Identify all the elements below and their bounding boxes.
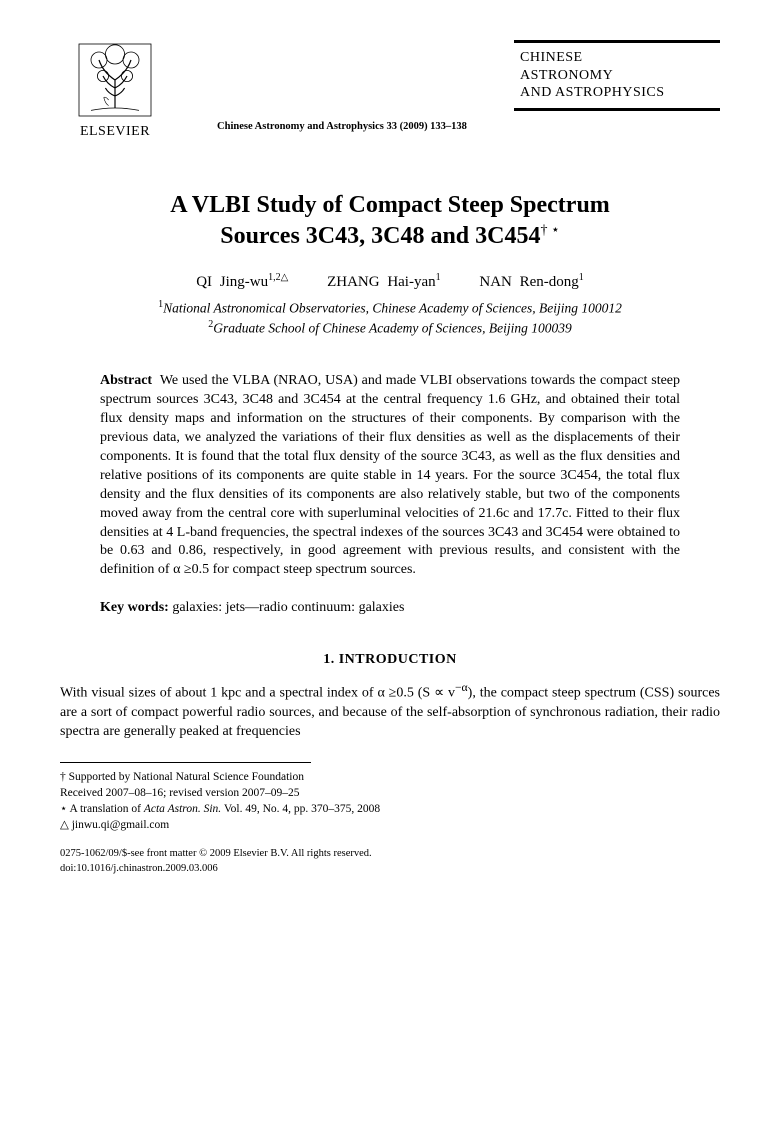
author-list: QI Jing-wu1,2△ ZHANG Hai-yan1 NAN Ren-do… bbox=[60, 272, 720, 291]
publisher-logo-block: ELSEVIER bbox=[60, 40, 170, 140]
fn-italic: Acta Astron. Sin. bbox=[144, 803, 221, 815]
superscript-exponent: −α bbox=[455, 681, 468, 694]
fn-text: ⋆ A translation of bbox=[60, 803, 144, 815]
footnotes-rule bbox=[60, 762, 311, 769]
author-aff-marker: 1 bbox=[436, 272, 441, 283]
footnote: ⋆ A translation of Acta Astron. Sin. Vol… bbox=[72, 801, 720, 817]
publisher-name: ELSEVIER bbox=[80, 124, 150, 140]
title-line-1: A VLBI Study of Compact Steep Spectrum bbox=[170, 192, 610, 218]
page-header: ELSEVIER Chinese Astronomy and Astrophys… bbox=[60, 40, 720, 140]
author: ZHANG Hai-yan1 bbox=[327, 274, 441, 290]
author: QI Jing-wu1,2△ bbox=[196, 274, 288, 290]
author-aff-marker: 1,2△ bbox=[268, 272, 288, 283]
section-heading: 1. INTRODUCTION bbox=[60, 652, 720, 668]
journal-box-line: AND ASTROPHYSICS bbox=[520, 84, 720, 102]
footnote: Received 2007–08–16; revised version 200… bbox=[72, 785, 720, 801]
journal-title-box: CHINESE ASTRONOMY AND ASTROPHYSICS bbox=[514, 40, 720, 111]
title-markers: † ⋆ bbox=[540, 223, 559, 238]
affiliation: 2Graduate School of Chinese Academy of S… bbox=[60, 319, 720, 337]
journal-box-line: CHINESE bbox=[520, 49, 720, 67]
doi-line: doi:10.1016/j.chinastron.2009.03.006 bbox=[60, 862, 720, 877]
keywords-text: galaxies: jets—radio continuum: galaxies bbox=[172, 600, 404, 615]
journal-citation: Chinese Astronomy and Astrophysics 33 (2… bbox=[170, 121, 514, 140]
affil-text: National Astronomical Observatories, Chi… bbox=[163, 301, 622, 316]
author-name: ZHANG Hai-yan bbox=[327, 274, 436, 290]
abstract-block: Abstract We used the VLBA (NRAO, USA) an… bbox=[100, 372, 680, 580]
body-paragraph: With visual sizes of about 1 kpc and a s… bbox=[60, 680, 720, 741]
fn-text: Vol. 49, No. 4, pp. 370–375, 2008 bbox=[221, 803, 380, 815]
author-aff-marker: 1 bbox=[579, 272, 584, 283]
footnote: △ jinwu.qi@gmail.com bbox=[72, 817, 720, 833]
affil-text: Graduate School of Chinese Academy of Sc… bbox=[213, 320, 572, 335]
abstract-label: Abstract bbox=[100, 373, 152, 388]
title-line-2: Sources 3C43, 3C48 and 3C454 bbox=[220, 223, 540, 249]
journal-box-line: ASTRONOMY bbox=[520, 67, 720, 85]
paper-title: A VLBI Study of Compact Steep Spectrum S… bbox=[80, 190, 700, 252]
copyright-line: 0275-1062/09/$-see front matter © 2009 E… bbox=[60, 847, 720, 862]
para-text: With visual sizes of about 1 kpc and a s… bbox=[60, 686, 455, 701]
paper-page: ELSEVIER Chinese Astronomy and Astrophys… bbox=[0, 0, 780, 906]
keywords-block: Key words: galaxies: jets—radio continuu… bbox=[100, 600, 680, 616]
copyright-block: 0275-1062/09/$-see front matter © 2009 E… bbox=[60, 847, 720, 876]
affiliation: 1National Astronomical Observatories, Ch… bbox=[60, 299, 720, 317]
author: NAN Ren-dong1 bbox=[479, 274, 583, 290]
elsevier-tree-icon bbox=[75, 40, 155, 120]
footnote: † Supported by National Natural Science … bbox=[72, 769, 720, 785]
footnotes-block: † Supported by National Natural Science … bbox=[60, 762, 720, 833]
author-name: NAN Ren-dong bbox=[479, 274, 578, 290]
keywords-label: Key words: bbox=[100, 600, 169, 615]
author-name: QI Jing-wu bbox=[196, 274, 268, 290]
abstract-text: We used the VLBA (NRAO, USA) and made VL… bbox=[100, 373, 680, 577]
